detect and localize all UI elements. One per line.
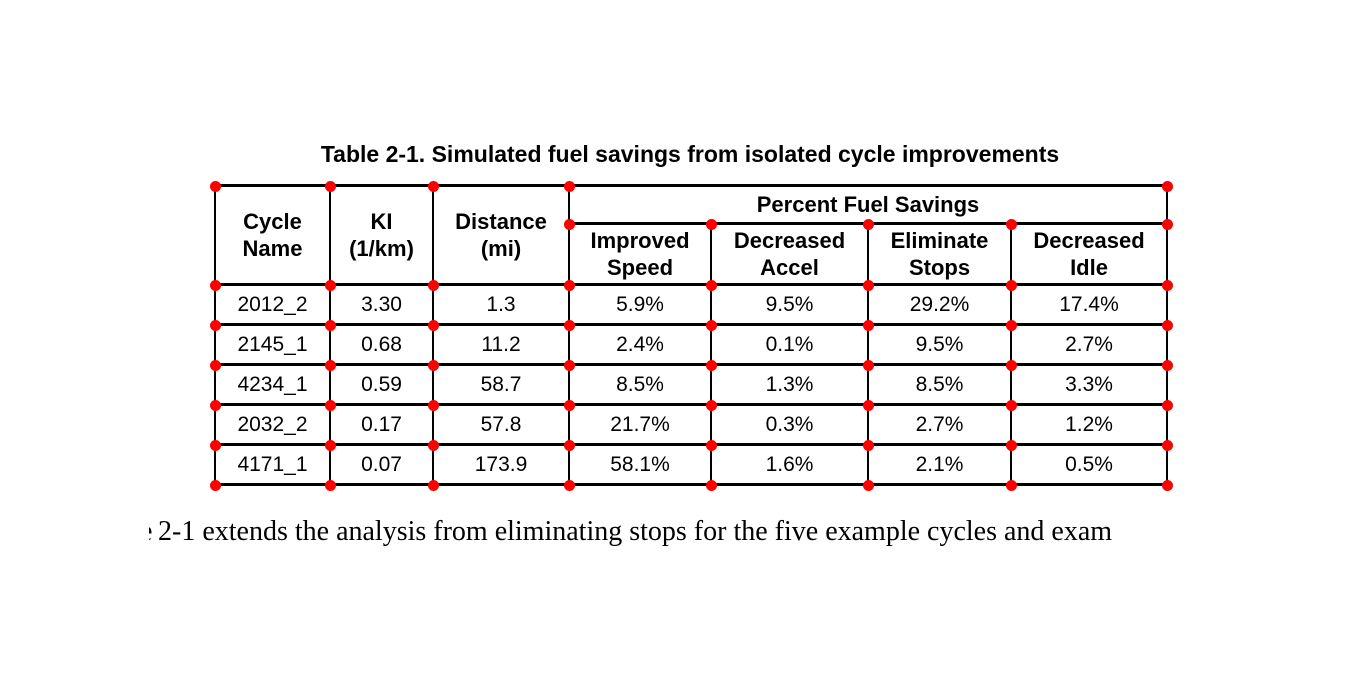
column-header-ki: KI (1/km) <box>329 184 434 286</box>
table-row: 2145_1 0.68 11.2 2.4% 0.1% 9.5% 2.7% <box>214 323 1169 366</box>
table-row: 4234_1 0.59 58.7 8.5% 1.3% 8.5% 3.3% <box>214 363 1169 406</box>
fuel-savings-table: Cycle Name KI (1/km) Distance (mi) Perce… <box>214 184 1169 486</box>
table-cell: 1.6% <box>710 443 869 486</box>
table-cell: 2.7% <box>1009 323 1169 366</box>
table-cell: 0.1% <box>710 323 869 366</box>
table-cell: 9.5% <box>710 283 869 326</box>
table-cell: 9.5% <box>867 323 1012 366</box>
table-cell: 1.2% <box>1009 403 1169 446</box>
table-row: 2012_2 3.30 1.3 5.9% 9.5% 29.2% 17.4% <box>214 283 1169 326</box>
column-group-percent-fuel-savings: Percent Fuel Savings <box>567 184 1169 225</box>
table-cell: 1.3 <box>432 283 570 326</box>
table-cell: 3.30 <box>329 283 434 326</box>
table-cell: 0.3% <box>710 403 869 446</box>
table-cell: 21.7% <box>568 403 712 446</box>
body-text: 2-1 extends the analysis from eliminatin… <box>158 516 1113 547</box>
table-cell: 0.68 <box>329 323 434 366</box>
column-header-improved-speed: Improved Speed <box>568 222 712 286</box>
column-header-decreased-accel: Decreased Accel <box>710 222 869 286</box>
table-cell: 0.07 <box>329 443 434 486</box>
column-header-cycle-name: Cycle Name <box>214 184 331 286</box>
table-cell: 0.17 <box>329 403 434 446</box>
table-cell: 57.8 <box>432 403 570 446</box>
table-cell: 1.3% <box>710 363 869 406</box>
table-cell: 2145_1 <box>214 323 331 366</box>
table-cell: 0.59 <box>329 363 434 406</box>
table-cell: 29.2% <box>867 283 1012 326</box>
table-cell: 5.9% <box>568 283 712 326</box>
column-header-eliminate-stops: Eliminate Stops <box>867 222 1012 286</box>
table-cell: 11.2 <box>432 323 570 366</box>
table-cell: 58.7 <box>432 363 570 406</box>
table-cell: 58.1% <box>568 443 712 486</box>
table-cell: 2.1% <box>867 443 1012 486</box>
table-cell: 4234_1 <box>214 363 331 406</box>
table-cell: 0.5% <box>1009 443 1169 486</box>
table-cell: 4171_1 <box>214 443 331 486</box>
table-cell: 8.5% <box>867 363 1012 406</box>
table-cell: 2032_2 <box>214 403 331 446</box>
column-header-decreased-idle: Decreased Idle <box>1009 222 1169 286</box>
column-header-distance: Distance (mi) <box>432 184 570 286</box>
table-cell: 2012_2 <box>214 283 331 326</box>
header-row-group: Cycle Name KI (1/km) Distance (mi) Perce… <box>214 184 1169 286</box>
table-cell: 17.4% <box>1009 283 1169 326</box>
table-row: 2032_2 0.17 57.8 21.7% 0.3% 2.7% 1.2% <box>214 403 1169 446</box>
table-title: Table 2-1. Simulated fuel savings from i… <box>320 141 1060 167</box>
table-cell: 2.7% <box>867 403 1012 446</box>
table-cell: 8.5% <box>568 363 712 406</box>
table-cell: 3.3% <box>1009 363 1169 406</box>
table-cell: 2.4% <box>568 323 712 366</box>
table-cell: 173.9 <box>432 443 570 486</box>
header-row-sub: Improved Speed Decreased Accel Eliminate… <box>215 222 1169 286</box>
table-row: 4171_1 0.07 173.9 58.1% 1.6% 2.1% 0.5% <box>214 443 1169 486</box>
clipped-glyph: e <box>149 515 154 549</box>
